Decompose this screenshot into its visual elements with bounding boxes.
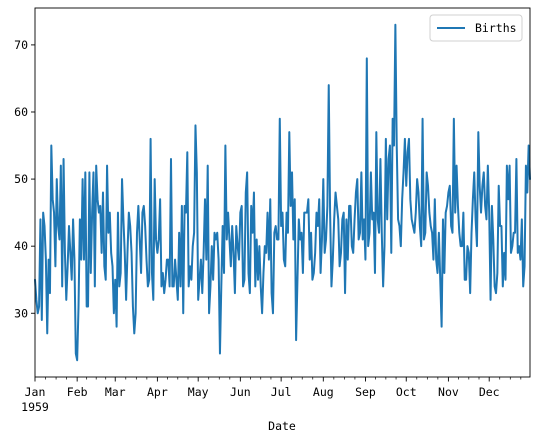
legend-label-births: Births xyxy=(475,21,517,35)
y-axis-ticks: 30 40 50 60 70 xyxy=(14,38,35,320)
x-tick-label: Jul xyxy=(271,385,292,399)
births-series-line xyxy=(34,23,531,362)
x-tick-label: Nov xyxy=(438,385,459,399)
x-tick-label: Mar xyxy=(105,385,126,399)
x-axis-ticks: Jan Feb Mar Apr May Jun Jul Aug Sep Oct Nov Dec 1959 xyxy=(21,377,522,414)
y-tick-label: 60 xyxy=(14,105,28,119)
y-tick-label: 40 xyxy=(14,239,28,253)
x-tick-label: Aug xyxy=(313,385,334,399)
x-tick-label: Oct xyxy=(396,385,417,399)
x-tick-label: Dec xyxy=(479,385,500,399)
x-tick-year-label: 1959 xyxy=(21,400,49,414)
x-tick-label: Sep xyxy=(355,385,376,399)
x-tick-label: May xyxy=(188,385,209,399)
legend: Births xyxy=(429,14,523,42)
y-tick-label: 70 xyxy=(14,38,28,52)
y-tick-label: 50 xyxy=(14,172,28,186)
x-tick-label: Feb xyxy=(67,385,88,399)
y-tick-label: 30 xyxy=(14,306,28,320)
x-axis-title: Date xyxy=(268,419,296,433)
x-tick-label: Jun xyxy=(230,385,251,399)
plot-frame xyxy=(34,7,531,378)
x-tick-label: Jan xyxy=(25,385,46,399)
legend-box xyxy=(429,14,523,42)
x-tick-label: Apr xyxy=(147,385,168,399)
